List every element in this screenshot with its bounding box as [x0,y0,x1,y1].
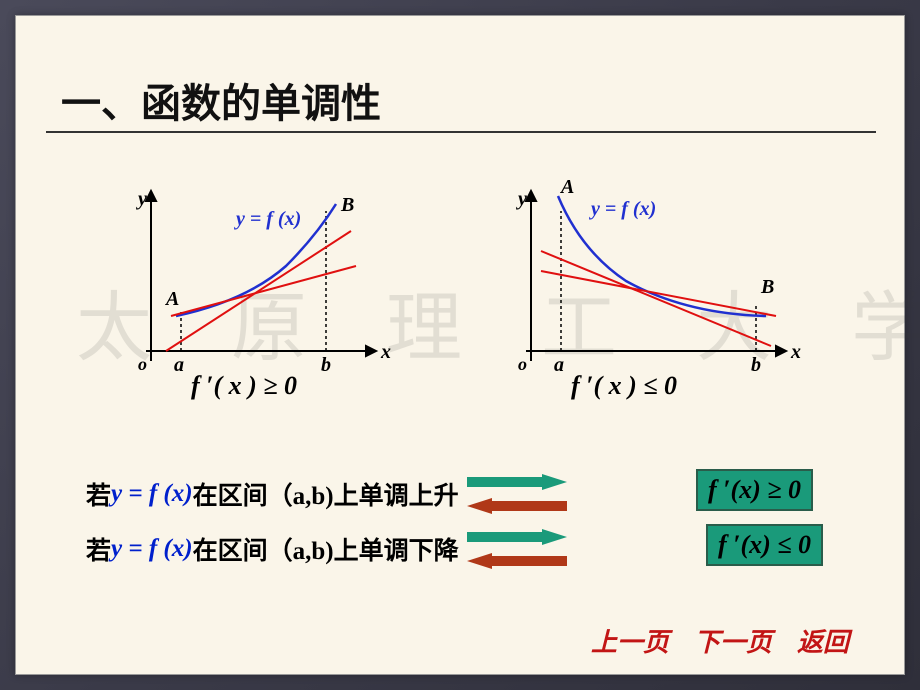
point-a-label: A [561,176,574,199]
graph-decreasing: y x o a b A B y = f (x) [506,176,786,376]
rules-block: 若 y = f (x) 在区间（a,b)上单调上升 f ′(x) ≥ 0 若 y… [86,466,886,576]
origin-label: o [138,354,147,375]
rule1-prefix: 若 [86,476,111,512]
a-label: a [554,354,564,377]
result-increasing: f ′(x) ≥ 0 [696,469,813,511]
rule-decreasing: 若 y = f (x) 在区间（a,b)上单调下降 f ′(x) ≤ 0 [86,521,886,576]
page-title: 一、函数的单调性 [61,71,381,129]
arrows-icon [467,472,567,516]
arrows-icon [467,527,567,571]
point-b-label: B [341,194,354,217]
arrow-left-icon [467,553,567,569]
x-axis-label: x [381,341,391,364]
arrow-right-icon [467,474,567,490]
arrow-left-icon [467,498,567,514]
result-decreasing: f ′(x) ≤ 0 [706,524,823,566]
point-b-label: B [761,276,774,299]
rule1-math: y = f (x) [111,480,193,508]
y-axis-label: y [518,188,527,211]
graphs-row: y x o a b A B y = f (x) [16,176,904,416]
a-label: a [174,354,184,377]
curve-label: y = f (x) [591,198,656,221]
graph-increasing: y x o a b A B y = f (x) [126,176,406,376]
back-button[interactable]: 返回 [797,622,849,659]
prev-button[interactable]: 上一页 [591,622,669,659]
x-axis-label: x [791,341,801,364]
nav-bar: 上一页 下一页 返回 [591,622,849,659]
b-label: b [321,354,331,377]
title-underline [46,131,876,133]
rule1-text: 在区间（a,b)上单调上升 [193,476,459,512]
slide: 太 原 理 工 大 学 一、函数的单调性 [15,15,905,675]
y-axis-label: y [138,188,147,211]
rule2-text: 在区间（a,b)上单调下降 [193,531,459,567]
rule2-math: y = f (x) [111,535,193,563]
caption-increasing: f ′( x ) ≥ 0 [191,371,297,401]
caption-decreasing: f ′( x ) ≤ 0 [571,371,677,401]
next-button[interactable]: 下一页 [694,622,772,659]
point-a-label: A [166,288,179,311]
origin-label: o [518,354,527,375]
rule-increasing: 若 y = f (x) 在区间（a,b)上单调上升 f ′(x) ≥ 0 [86,466,886,521]
arrow-right-icon [467,529,567,545]
curve-label: y = f (x) [236,208,301,231]
b-label: b [751,354,761,377]
rule2-prefix: 若 [86,531,111,567]
